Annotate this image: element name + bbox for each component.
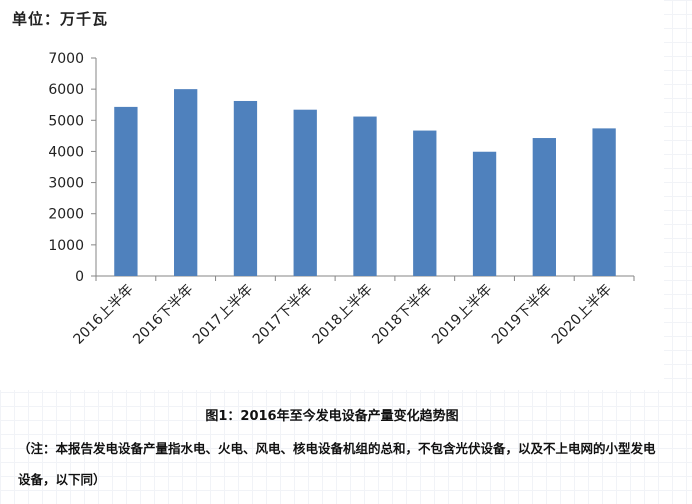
bar	[353, 116, 377, 276]
x-tick-label: 2018下半年	[369, 282, 435, 348]
bar	[472, 151, 497, 276]
unit-label: 单位：万千瓦	[12, 10, 109, 28]
y-tick-label: 0	[75, 269, 84, 285]
bar	[114, 106, 138, 276]
bar-chart: 0 1000 2000 3000 4000 5000 6000 7000 2016上半年2016…	[48, 51, 635, 348]
bar	[532, 138, 556, 276]
bar	[413, 130, 437, 276]
y-tick-label: 6000	[48, 82, 84, 98]
bar	[174, 89, 198, 277]
y-tick-label: 5000	[48, 113, 84, 129]
x-tick-label: 2016上半年	[71, 282, 137, 348]
bar	[293, 109, 317, 276]
x-tick-label: 2019上半年	[429, 282, 495, 348]
y-tick-label: 3000	[48, 176, 84, 192]
x-tick-label: 2017上半年	[190, 282, 256, 348]
x-tick-label: 2016下半年	[130, 282, 196, 348]
x-tick-label: 2017下半年	[250, 282, 316, 348]
x-tick-label: 2020上半年	[549, 282, 615, 348]
bar	[592, 128, 616, 276]
chart-panel: 单位：万千瓦 0 1000 2000 3000 4000 5000 6000 7000 2016…	[12, 10, 635, 348]
figure-caption: 图1：2016年至今发电设备产量变化趋势图	[205, 409, 459, 424]
y-tick-label: 1000	[48, 238, 84, 254]
y-tick-label: 2000	[48, 207, 84, 223]
figure-note: （注：本报告发电设备产量指水电、火电、风电、核电设备机组的总和，不包含光伏设备，…	[18, 441, 656, 487]
y-tick-label: 4000	[48, 144, 84, 160]
x-tick-label: 2018上半年	[310, 282, 376, 348]
x-tick-label: 2019下半年	[489, 282, 555, 348]
bar	[233, 100, 258, 276]
y-tick-label: 7000	[48, 51, 84, 67]
